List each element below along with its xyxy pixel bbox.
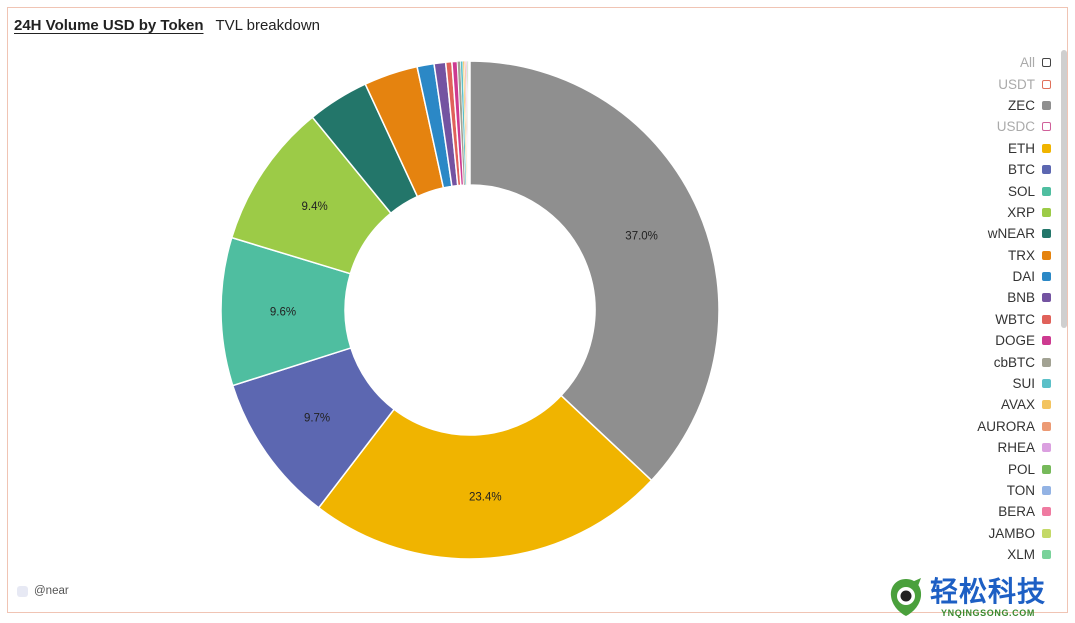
legend-swatch: [1042, 293, 1051, 302]
watermark-cn: 轻松科技: [930, 576, 1046, 608]
legend-scrollbar-thumb[interactable]: [1061, 50, 1067, 328]
legend-item-jambo[interactable]: JAMBO: [921, 523, 1051, 544]
legend-swatch: [1042, 58, 1051, 67]
legend-item-sui[interactable]: SUI: [921, 373, 1051, 394]
legend-label: SUI: [1012, 376, 1035, 391]
legend-swatch: [1042, 529, 1051, 538]
legend-swatch: [1042, 443, 1051, 452]
slice-label-sol: 9.6%: [270, 306, 296, 318]
legend-item-aurora[interactable]: AURORA: [921, 416, 1051, 437]
legend-label: JAMBO: [988, 526, 1035, 541]
legend-label: SOL: [1008, 184, 1035, 199]
legend-swatch: [1042, 80, 1051, 89]
slice-zec[interactable]: [470, 61, 719, 480]
legend-item-usdc[interactable]: USDC: [921, 116, 1051, 137]
legend-label: BNB: [1007, 290, 1035, 305]
legend-item-eth[interactable]: ETH: [921, 138, 1051, 159]
attribution-icon: [17, 586, 28, 597]
legend-label: cbBTC: [994, 355, 1035, 370]
legend-item-trx[interactable]: TRX: [921, 245, 1051, 266]
legend-label: All: [1020, 55, 1035, 70]
legend-item-bnb[interactable]: BNB: [921, 287, 1051, 308]
legend-swatch: [1042, 272, 1051, 281]
legend-label: DAI: [1012, 269, 1035, 284]
legend-item-zec[interactable]: ZEC: [921, 95, 1051, 116]
legend-swatch: [1042, 229, 1051, 238]
legend-label: TRX: [1008, 248, 1035, 263]
legend-item-cbbtc[interactable]: cbBTC: [921, 351, 1051, 372]
watermark-text: 轻松科技 YNQINGSONG.COM: [930, 576, 1046, 618]
legend-item-xlm[interactable]: XLM: [921, 544, 1051, 560]
legend-label: USDC: [997, 119, 1035, 134]
slice-label-xrp: 9.4%: [302, 201, 328, 213]
legend-swatch: [1042, 208, 1051, 217]
legend-item-pol[interactable]: POL: [921, 458, 1051, 479]
slice-label-eth: 23.4%: [469, 491, 502, 503]
legend-label: USDT: [998, 77, 1035, 92]
watermark-en: YNQINGSONG.COM: [941, 608, 1035, 618]
legend-label: XRP: [1007, 205, 1035, 220]
watermark: 轻松科技 YNQINGSONG.COM: [888, 576, 1068, 620]
legend-label: ETH: [1008, 141, 1035, 156]
legend-swatch: [1042, 336, 1051, 345]
legend-swatch: [1042, 315, 1051, 324]
slice-label-zec: 37.0%: [625, 231, 658, 243]
legend-item-wbtc[interactable]: WBTC: [921, 309, 1051, 330]
legend-label: DOGE: [995, 333, 1035, 348]
legend-item-xrp[interactable]: XRP: [921, 202, 1051, 223]
attribution: @near: [17, 585, 69, 597]
legend-label: BTC: [1008, 162, 1035, 177]
legend-label: WBTC: [995, 312, 1035, 327]
legend-swatch: [1042, 251, 1051, 260]
legend-swatch: [1042, 422, 1051, 431]
legend-item-all[interactable]: All: [921, 52, 1051, 73]
legend-label: wNEAR: [988, 226, 1035, 241]
legend-swatch: [1042, 101, 1051, 110]
legend-swatch: [1042, 379, 1051, 388]
legend-item-doge[interactable]: DOGE: [921, 330, 1051, 351]
legend-item-usdt[interactable]: USDT: [921, 73, 1051, 94]
legend-label: BERA: [998, 504, 1035, 519]
legend-item-bera[interactable]: BERA: [921, 501, 1051, 522]
legend-swatch: [1042, 358, 1051, 367]
watermark-logo-icon: [888, 576, 924, 616]
legend-swatch: [1042, 507, 1051, 516]
legend-label: RHEA: [997, 440, 1035, 455]
legend-item-avax[interactable]: AVAX: [921, 394, 1051, 415]
attribution-text[interactable]: @near: [34, 585, 69, 597]
legend-label: AURORA: [977, 419, 1035, 434]
legend-item-dai[interactable]: DAI: [921, 266, 1051, 287]
legend-label: AVAX: [1001, 397, 1035, 412]
legend-label: POL: [1008, 462, 1035, 477]
legend-item-wnear[interactable]: wNEAR: [921, 223, 1051, 244]
legend-swatch: [1042, 144, 1051, 153]
legend-swatch: [1042, 165, 1051, 174]
legend-swatch: [1042, 465, 1051, 474]
legend-item-sol[interactable]: SOL: [921, 180, 1051, 201]
legend-item-rhea[interactable]: RHEA: [921, 437, 1051, 458]
legend-scrollbar[interactable]: [1061, 50, 1067, 560]
legend-label: TON: [1007, 483, 1035, 498]
legend-label: XLM: [1007, 547, 1035, 560]
legend-swatch: [1042, 122, 1051, 131]
legend-label: ZEC: [1008, 98, 1035, 113]
legend-item-ton[interactable]: TON: [921, 480, 1051, 501]
legend-swatch: [1042, 187, 1051, 196]
legend-swatch: [1042, 400, 1051, 409]
legend-swatch: [1042, 550, 1051, 559]
slice-label-btc: 9.7%: [304, 413, 330, 425]
legend-item-btc[interactable]: BTC: [921, 159, 1051, 180]
chart-legend: All USDT ZEC USDC ETH BTC SOL XRP wNEAR TRX DAI BNB…: [921, 52, 1051, 560]
legend-swatch: [1042, 486, 1051, 495]
